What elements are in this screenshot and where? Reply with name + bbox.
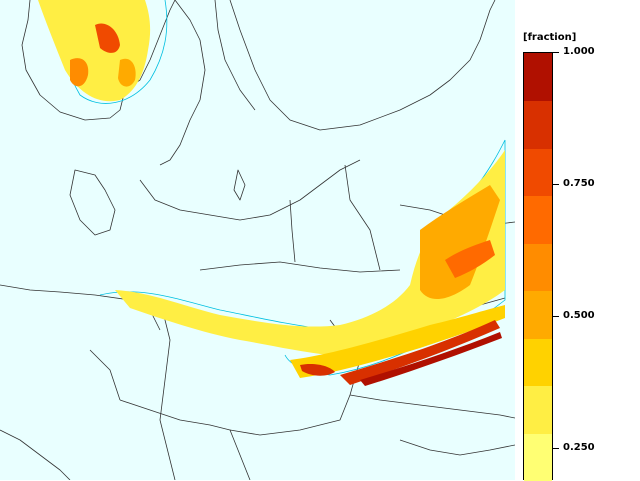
bothnia-coastline [214, 0, 256, 111]
border-line [89, 349, 121, 401]
finland-coastline [229, 0, 496, 131]
legend-color-segment [524, 195, 552, 244]
legend-tick-label: 1.000 [563, 46, 595, 57]
precip-band-main [115, 150, 505, 355]
legend-tick-label: 0.500 [563, 310, 595, 322]
legend-tick-label: 0.250 [563, 442, 595, 454]
baltic-south-coastline [139, 159, 361, 221]
scandinavia-coastline [21, 0, 176, 121]
precip-streak-south-core [360, 332, 502, 386]
precip-area-scandinavia-core [70, 58, 89, 87]
border-line [399, 439, 515, 456]
legend-color-segment [524, 338, 552, 387]
precip-spot-south [300, 363, 335, 376]
legend-color-segment [524, 100, 552, 149]
border-line [344, 164, 381, 271]
legend-color-segment [524, 243, 552, 292]
legend-color-segment [524, 53, 552, 102]
border-line [119, 399, 251, 480]
legend-tick-mark [553, 448, 559, 450]
gotland-island [233, 169, 246, 201]
border-line [199, 261, 401, 273]
denmark-coastline [69, 169, 116, 236]
precip-streak-south [290, 305, 505, 378]
map-area[interactable] [0, 0, 515, 480]
legend-tick-mark [553, 316, 559, 318]
border-line [159, 299, 176, 480]
legend-color-segment [524, 148, 552, 197]
precip-area-scandinavia-core [95, 23, 120, 53]
legend: [fraction] 1.000 0.750 0.500 0.250 [515, 0, 640, 481]
precip-band-core [445, 240, 495, 278]
legend-color-segment [524, 385, 552, 434]
legend-color-segment [524, 433, 552, 481]
precip-area-scandinavia [38, 0, 151, 102]
border-line [0, 429, 71, 480]
legend-tick-label: 0.750 [563, 178, 595, 190]
legend-color-segment [524, 290, 552, 339]
legend-tick-mark [553, 52, 559, 53]
map-canvas[interactable] [0, 0, 515, 480]
legend-tick-mark [553, 184, 559, 186]
precip-streak-south-core [340, 320, 500, 385]
precip-band-core [420, 185, 500, 300]
legend-colorbar [523, 52, 553, 481]
border-line [289, 199, 296, 263]
sweden-east-coastline [159, 0, 206, 166]
border-line [349, 394, 515, 419]
precip-area-scandinavia-core [118, 58, 136, 87]
legend-title: [fraction] [523, 32, 577, 43]
